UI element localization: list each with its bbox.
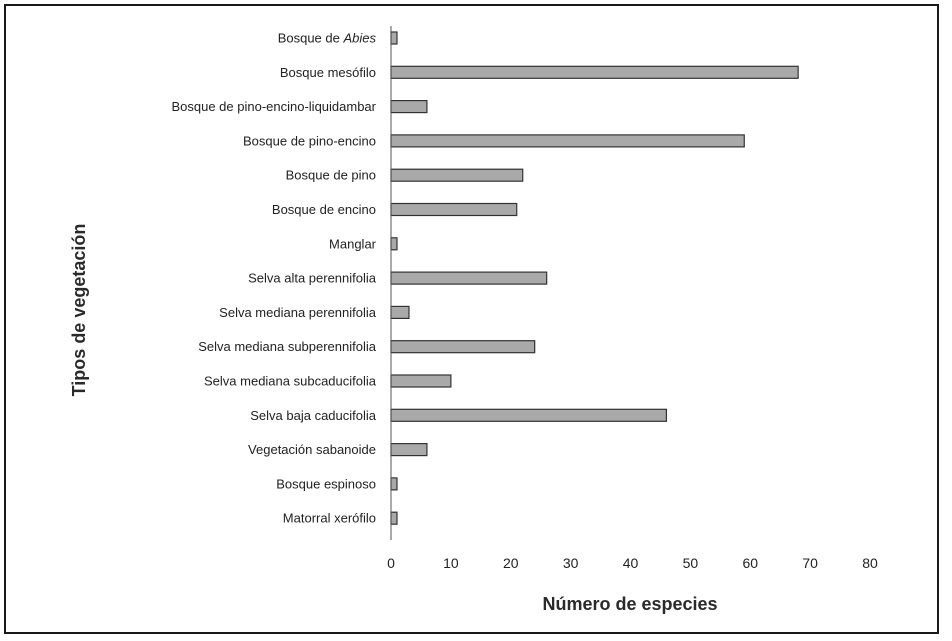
category-label-text: Matorral xerófilo [283,511,376,526]
bar-9 [390,340,536,354]
bar-6 [390,237,398,251]
category-label-text: Bosque de [278,31,344,46]
category-label: Manglar [329,236,377,251]
category-label-italic: Abies [342,31,376,46]
bar-12 [390,443,428,457]
category-label: Bosque de pino [286,168,376,183]
x-tick-label: 20 [503,555,519,571]
x-tick-label: 0 [387,555,395,571]
category-label-text: Bosque de pino [286,168,376,183]
category-label-text: Vegetación sabanoide [248,442,376,457]
bar-11 [390,408,668,422]
category-label: Vegetación sabanoide [248,442,376,457]
x-tick-label: 30 [563,555,579,571]
category-labels: Bosque de Abies Bosque mesófilo Bosque de … [171,31,376,526]
bar-8 [390,305,410,319]
category-label: Bosque de pino-encino-liquidambar [171,99,376,114]
category-label-text: Bosque mesófilo [280,65,376,80]
bar-10 [390,374,452,388]
category-label: Selva alta perennifolia [248,271,377,286]
bar-1 [390,65,799,79]
x-tick-label: 80 [862,555,878,571]
category-label-text: Selva baja caducifolia [250,408,377,423]
bar-7 [390,271,548,285]
x-tick-label: 50 [683,555,699,571]
category-label: Selva mediana subcaducifolia [204,374,377,389]
category-label: Matorral xerófilo [283,511,376,526]
category-label-text: Selva alta perennifolia [248,271,377,286]
x-tick-label: 40 [623,555,639,571]
y-axis-title: Tipos de vegetación [69,224,89,397]
category-label: Bosque de pino-encino [243,133,376,148]
category-label: Bosque espinoso [276,476,376,491]
bar-13 [390,477,398,491]
chart-frame [4,4,939,634]
x-tick-label: 70 [802,555,818,571]
category-label-text: Selva mediana perennifolia [219,305,377,320]
category-label: Bosque de Abies [278,31,377,46]
bar-14 [390,511,398,525]
bar-4 [390,168,524,182]
bar-3 [390,134,745,148]
x-axis-title: Número de especies [542,594,717,614]
bar-2 [390,99,428,114]
x-tick-label: 60 [742,555,758,571]
bars-group [390,31,799,525]
x-tick-label: 10 [443,555,459,571]
category-label-text: Bosque de encino [272,202,376,217]
category-label: Selva baja caducifolia [250,408,377,423]
category-label-text: Bosque de pino-encino-liquidambar [171,99,376,114]
category-label-text: Bosque de pino-encino [243,133,376,148]
category-label: Selva mediana subperennifolia [198,339,377,354]
bar-0 [390,31,398,45]
category-label: Selva mediana perennifolia [219,305,377,320]
category-label-text: Bosque espinoso [276,476,376,491]
category-label-text: Manglar [329,236,377,251]
category-label-text: Selva mediana subperennifolia [198,339,377,354]
category-label-text: Selva mediana subcaducifolia [204,374,377,389]
category-label: Bosque de encino [272,202,376,217]
category-label: Bosque mesófilo [280,65,376,80]
x-axis: 0 10 20 30 40 50 60 70 80 [387,26,878,571]
bar-5 [390,202,518,217]
